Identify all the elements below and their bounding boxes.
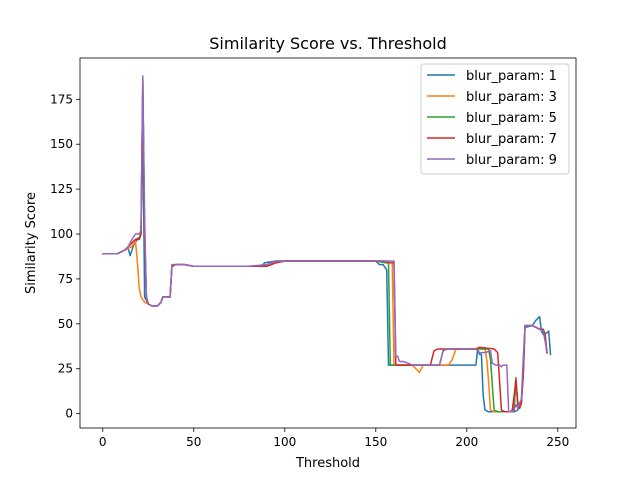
y-tick-label: 175: [50, 92, 73, 106]
y-axis-label: Similarity Score: [24, 192, 39, 294]
chart-title: Similarity Score vs. Threshold: [209, 34, 446, 53]
legend-label-4: blur_param: 7: [466, 132, 557, 147]
y-tick-label: 150: [50, 137, 73, 151]
series-line-5: [102, 75, 548, 413]
x-tick-label: 200: [455, 435, 478, 449]
x-tick-label: 250: [546, 435, 569, 449]
x-tick-label: 50: [186, 435, 201, 449]
x-tick-label: 100: [273, 435, 296, 449]
x-tick-label: 150: [364, 435, 387, 449]
series-layer: [102, 75, 552, 413]
legend-label-2: blur_param: 3: [466, 90, 557, 105]
y-tick-label: 50: [58, 317, 73, 331]
y-tick-label: 75: [58, 272, 73, 286]
x-axis-label: Threshold: [295, 456, 360, 471]
legend-label-5: blur_param: 9: [466, 153, 557, 168]
plot-area-frame: [79, 57, 577, 429]
legend: blur_param: 1 blur_param: 3 blur_param: 5 b…: [420, 63, 570, 175]
y-tick-label: 125: [50, 182, 73, 196]
x-tick-label: 0: [99, 435, 107, 449]
legend-label-1: blur_param: 1: [466, 69, 557, 84]
y-tick-label: 100: [50, 227, 73, 241]
legend-label-3: blur_param: 5: [466, 111, 557, 126]
legend-box: [420, 63, 570, 175]
x-axis: 0 50 100 150 200 250: [99, 428, 569, 449]
y-tick-label: 0: [65, 407, 73, 421]
y-tick-label: 25: [58, 362, 73, 376]
y-axis: 0 25 50 75 100 125 150 175: [50, 92, 80, 421]
